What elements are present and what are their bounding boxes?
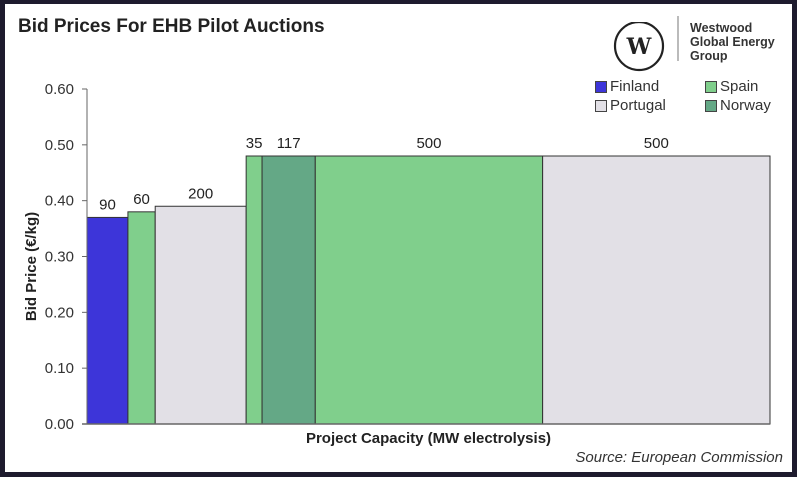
chart-title: Bid Prices For EHB Pilot Auctions [18, 16, 325, 37]
legend-swatch [705, 80, 717, 93]
legend-item-norway: Norway [705, 97, 785, 114]
westwood-logo-icon: W [613, 22, 665, 72]
legend-swatch [595, 80, 607, 93]
brand-line: Global Energy [690, 35, 775, 49]
legend-swatch [705, 99, 717, 112]
legend-label: Finland [610, 78, 660, 95]
logo-divider [677, 16, 679, 61]
brand-line: Westwood [690, 21, 753, 35]
brand-line: Group [690, 49, 728, 63]
legend: Finland Spain Portugal Norway [595, 78, 785, 114]
legend-label: Norway [720, 97, 771, 114]
legend-label: Portugal [610, 97, 666, 114]
legend-swatch [595, 99, 607, 112]
chart-card [5, 4, 792, 472]
legend-item-spain: Spain [705, 78, 785, 95]
legend-item-finland: Finland [595, 78, 705, 95]
brand-name: Westwood Global Energy Group [690, 21, 775, 63]
source-note: Source: European Commission [575, 449, 783, 466]
logo-letter: W [626, 34, 652, 60]
legend-label: Spain [720, 78, 759, 95]
legend-item-portugal: Portugal [595, 97, 705, 114]
